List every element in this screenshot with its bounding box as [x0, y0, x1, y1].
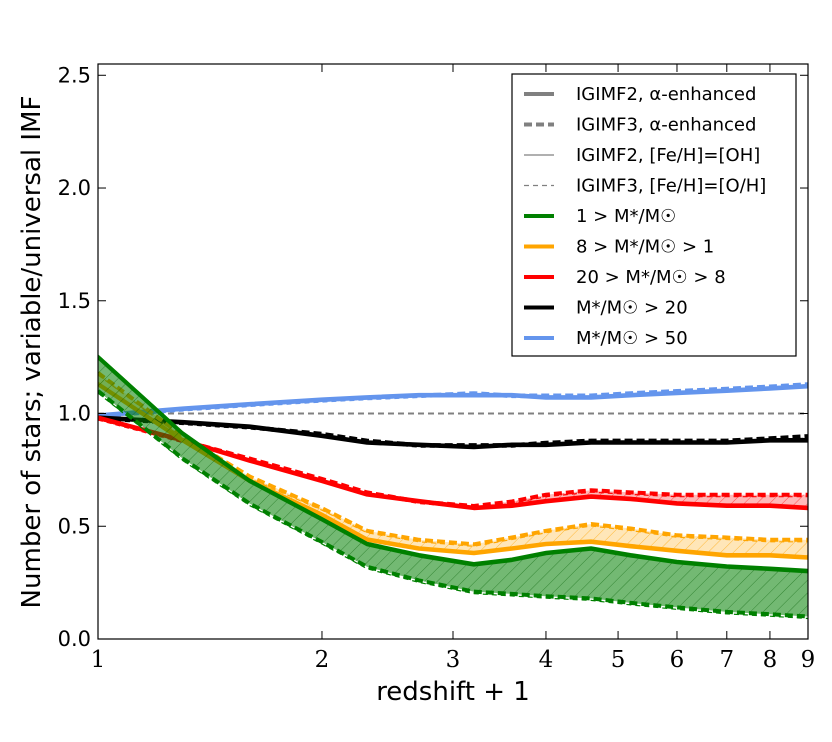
- legend-item: IGIMF2, α-enhanced: [524, 84, 756, 105]
- legend-item: IGIMF3, α-enhanced: [524, 115, 756, 136]
- series-line-igimf2-feh: [98, 354, 808, 570]
- y-axis-title: Number of stars; variable/universal IMF: [17, 96, 47, 609]
- series-group: [98, 354, 808, 620]
- series-line-igimf3-alpha: [98, 389, 808, 619]
- y-tick-label: 0.0: [58, 627, 91, 651]
- y-tick-label: 1.5: [58, 289, 91, 313]
- series-line-igimf3-feh: [98, 392, 808, 620]
- legend-item: M*/M☉ > 20: [524, 298, 688, 319]
- series-line-igimf3-alpha: [98, 416, 808, 448]
- series-line-igimf2-feh: [98, 381, 808, 557]
- legend-label: IGIMF2, [Fe/H]=[OH]: [576, 145, 760, 166]
- series-line-igimf3-feh: [98, 419, 808, 509]
- series-band-hatch: [98, 357, 808, 617]
- series-line-igimf3-alpha: [98, 371, 808, 547]
- legend-item: IGIMF2, [Fe/H]=[OH]: [524, 145, 760, 166]
- x-tick-label: 7: [719, 647, 734, 673]
- x-axis-title: redshift + 1: [376, 677, 530, 707]
- x-tick-label: 9: [801, 647, 816, 673]
- legend-label: IGIMF3, [Fe/H]=[O/H]: [576, 176, 766, 197]
- series-band-hatch: [98, 418, 808, 509]
- legend-label: 20 > M*/M☉ > 8: [576, 267, 726, 288]
- y-tick-label: 2.5: [58, 63, 91, 87]
- series-group: [98, 382, 808, 419]
- series-group: [98, 415, 808, 511]
- x-tick-label: 8: [763, 647, 778, 673]
- legend-item: 8 > M*/M☉ > 1: [524, 237, 714, 258]
- legend-item: M*/M☉ > 50: [524, 328, 688, 349]
- x-tick-label: 4: [539, 647, 554, 673]
- series-line-igimf3-feh: [98, 385, 808, 419]
- x-tick-label: 2: [315, 647, 330, 673]
- series-line-igimf3-alpha: [98, 416, 808, 509]
- x-tick-label: 3: [446, 647, 461, 673]
- legend-label: 1 > M*/M☉: [576, 206, 676, 227]
- series-group: [98, 415, 808, 450]
- legend-box: [511, 73, 797, 357]
- series-line-igimf3-feh: [98, 374, 808, 547]
- legend: IGIMF2, α-enhanced IGIMF3, α-enhanced IGIM…: [511, 73, 797, 357]
- series-line-igimf3-alpha: [98, 382, 808, 418]
- y-tick-label: 1.0: [58, 402, 91, 426]
- legend-label: IGIMF2, α-enhanced: [576, 84, 756, 105]
- x-tick-label: 5: [611, 647, 626, 673]
- legend-item: IGIMF3, [Fe/H]=[O/H]: [524, 176, 766, 197]
- legend-item: 1 > M*/M☉: [524, 206, 676, 227]
- legend-label: 8 > M*/M☉ > 1: [576, 237, 714, 258]
- legend-label: IGIMF3, α-enhanced: [576, 115, 756, 136]
- data-layer: [98, 354, 808, 620]
- legend-label: M*/M☉ > 50: [576, 328, 688, 349]
- series-line-igimf3-feh: [98, 419, 808, 448]
- x-tick-label: 6: [670, 647, 685, 673]
- legend-label: M*/M☉ > 20: [576, 298, 688, 319]
- tick-layer: 0.0 0.5 1.0 1.5 2.0 2.5 1 2 3 4 5 6 7 8 9: [58, 63, 816, 673]
- x-tick-label: 1: [91, 647, 106, 673]
- legend-item: 20 > M*/M☉ > 8: [524, 267, 726, 288]
- series-line-igimf2-alpha: [98, 355, 808, 574]
- y-tick-label: 2.0: [58, 176, 91, 200]
- y-tick-label: 0.5: [58, 514, 91, 538]
